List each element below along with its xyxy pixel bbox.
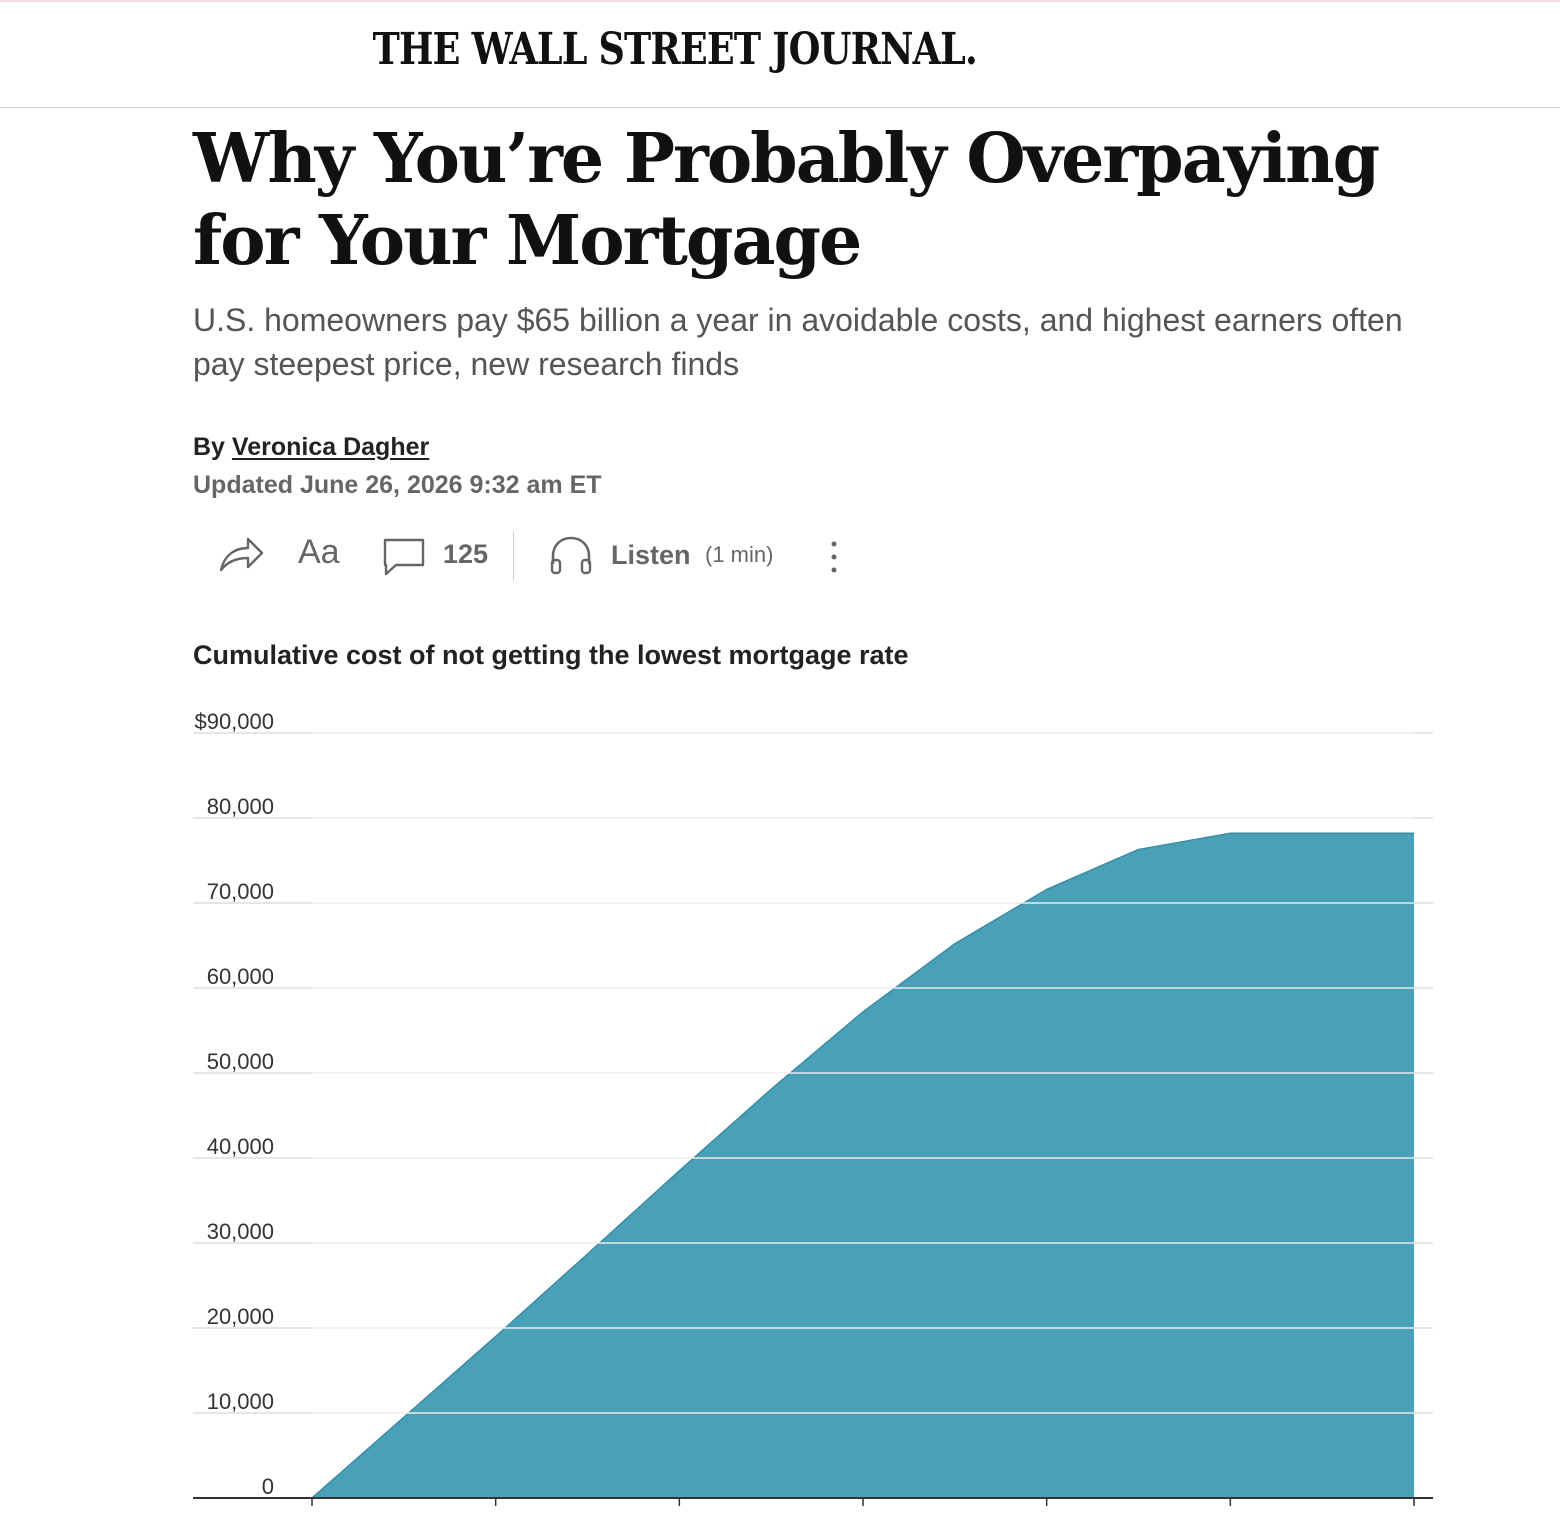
article-headline: Why You’re Probably Overpaying for Your … <box>193 119 1380 281</box>
headphones-icon[interactable] <box>548 534 594 576</box>
y-tick-label: 40,000 <box>207 1134 274 1159</box>
updated-timestamp: Updated June 26, 2026 9:32 am ET <box>193 471 602 499</box>
y-tick-label: $90,000 <box>194 709 274 734</box>
masthead: THE WALL STREET JOURNAL. <box>0 0 1560 108</box>
share-arrow-icon[interactable] <box>218 534 264 574</box>
y-tick-label: 10,000 <box>207 1389 274 1414</box>
wsj-logo[interactable]: THE WALL STREET JOURNAL. <box>372 24 978 75</box>
listen-duration: (1 min) <box>705 542 774 567</box>
y-tick-label: 80,000 <box>207 794 274 819</box>
area-series <box>312 833 1414 1498</box>
top-accent-line <box>0 0 1560 2</box>
byline: By Veronica Dagher <box>193 433 429 462</box>
toolbar-divider <box>513 532 514 580</box>
byline-prefix: By <box>193 433 225 461</box>
comment-bubble-icon[interactable] <box>382 537 426 577</box>
y-tick-label: 60,000 <box>207 964 274 989</box>
vertical-ellipsis-icon[interactable] <box>826 538 842 576</box>
text-size-button[interactable]: Aa <box>298 533 340 571</box>
listen-button[interactable]: Listen <box>611 540 691 570</box>
chart-title: Cumulative cost of not getting the lowes… <box>193 640 909 670</box>
y-tick-label: 20,000 <box>207 1304 274 1329</box>
area-series-line <box>311 832 1414 1499</box>
y-tick-label: 0 <box>262 1474 274 1499</box>
y-tick-label: 70,000 <box>207 879 274 904</box>
y-tick-label: 50,000 <box>207 1049 274 1074</box>
author-link[interactable]: Veronica Dagher <box>231 433 430 461</box>
article-dek: U.S. homeowners pay $65 billion a year i… <box>193 302 1403 382</box>
y-tick-label: 30,000 <box>207 1219 274 1244</box>
comment-count[interactable]: 125 <box>443 539 489 569</box>
